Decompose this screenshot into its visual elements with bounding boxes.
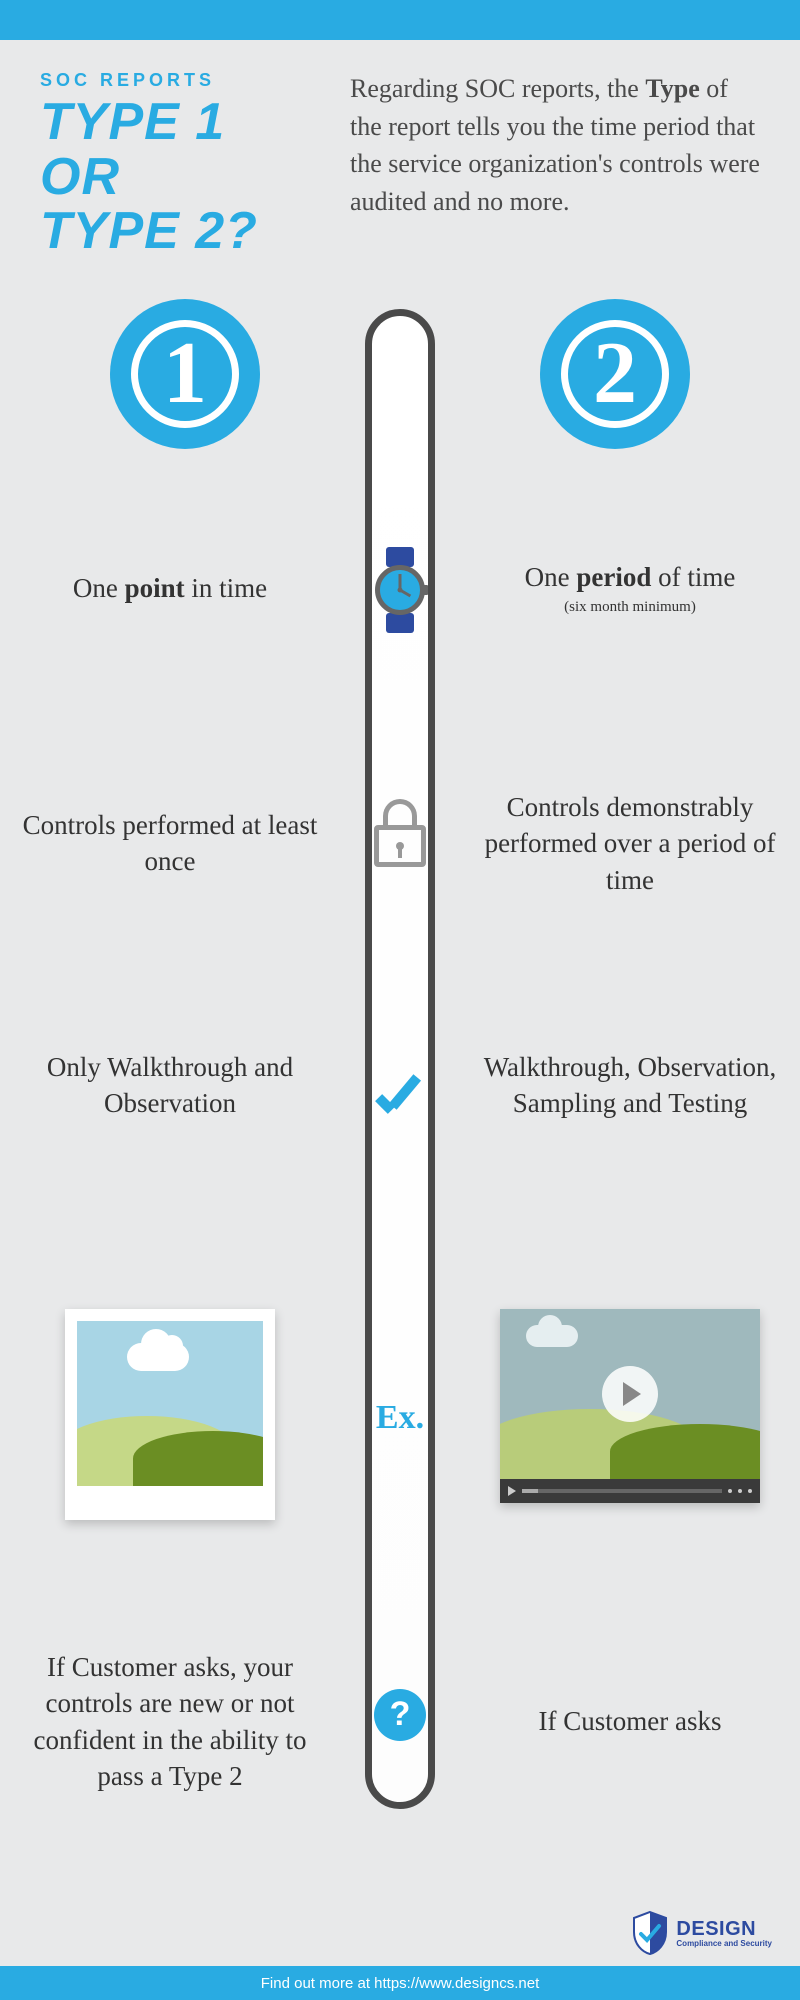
play-icon (602, 1366, 658, 1422)
header-left: SOC REPORTS TYPE 1 OR TYPE 2? (40, 70, 320, 259)
badge-1-number: 1 (163, 330, 207, 418)
lock-icon (374, 799, 426, 867)
example-label: Ex. (376, 1399, 424, 1437)
r1-right-sub: (six month minimum) (478, 597, 782, 617)
row-time-right: One period of time (six month minimum) (460, 559, 800, 618)
logo-big: DESIGN (676, 1919, 772, 1939)
row-controls-left: Controls performed at least once (0, 807, 340, 880)
r1-right-pre: One (525, 562, 577, 592)
badge-type-2: 2 (540, 299, 690, 449)
title-line-2: TYPE 2? (40, 202, 258, 260)
row-when-right: If Customer asks (460, 1703, 800, 1739)
intro-text: Regarding SOC reports, the Type of the r… (350, 70, 760, 259)
r1-right-bold: period (576, 562, 651, 592)
badge-2-number: 2 (593, 330, 637, 418)
row-example-right (460, 1309, 800, 1503)
intro-pre: Regarding SOC reports, the (350, 74, 645, 103)
ex-text: Ex. (376, 1399, 424, 1437)
watch-icon (372, 547, 428, 633)
question-mark: ? (374, 1689, 426, 1741)
top-accent-bar (0, 0, 800, 40)
r1-left-post: in time (185, 573, 268, 603)
badge-2-inner: 2 (561, 320, 669, 428)
polaroid-photo (65, 1309, 275, 1520)
question-icon: ? (374, 1689, 426, 1741)
footer-text: Find out more at https://www.designcs.ne… (261, 1975, 539, 1992)
row-when-left: If Customer asks, your controls are new … (0, 1649, 340, 1795)
timeline: 1 2 One point in time One period of time… (0, 309, 800, 1949)
logo-small: Compliance and Security (676, 1939, 772, 1948)
title-line-1: TYPE 1 OR (40, 93, 225, 206)
brand-logo: DESIGN Compliance and Security (630, 1910, 772, 1956)
row-methods-left: Only Walkthrough and Observation (0, 1049, 340, 1122)
row-example-left (0, 1309, 340, 1520)
r1-left-pre: One (73, 573, 125, 603)
footer: Find out more at https://www.designcs.ne… (0, 1966, 800, 2000)
eyebrow: SOC REPORTS (40, 70, 320, 91)
row-controls-right: Controls demonstrably performed over a p… (460, 789, 800, 898)
badge-1-inner: 1 (131, 320, 239, 428)
row-methods-right: Walkthrough, Observation, Sampling and T… (460, 1049, 800, 1122)
r1-right-post: of time (651, 562, 735, 592)
check-icon (372, 1079, 428, 1125)
video-controls (500, 1479, 760, 1503)
logo-text: DESIGN Compliance and Security (676, 1919, 772, 1948)
row-time-left: One point in time (0, 570, 340, 606)
badge-type-1: 1 (110, 299, 260, 449)
header: SOC REPORTS TYPE 1 OR TYPE 2? Regarding … (0, 40, 800, 279)
r1-left-bold: point (125, 573, 185, 603)
shield-icon (630, 1910, 670, 1956)
intro-bold: Type (645, 74, 699, 103)
video-player (500, 1309, 760, 1503)
title: TYPE 1 OR TYPE 2? (40, 95, 320, 259)
